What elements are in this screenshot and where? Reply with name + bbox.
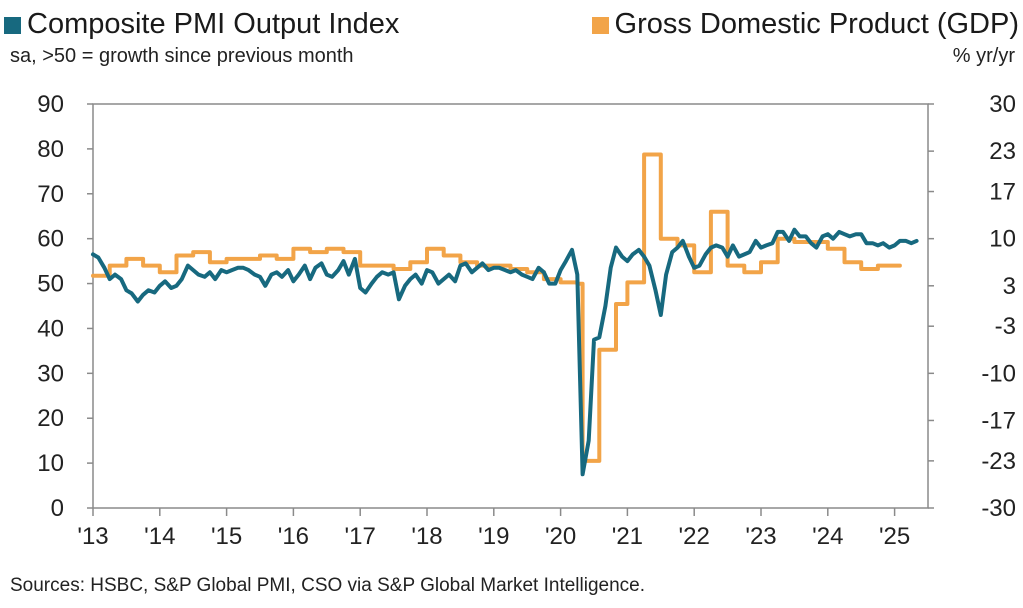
x-tick-label: '24: [812, 523, 843, 550]
left-tick-label: 0: [51, 495, 64, 522]
legend-swatch-pmi: [4, 17, 21, 34]
x-tick-label: '16: [278, 523, 309, 550]
x-tick-label: '22: [679, 523, 710, 550]
left-tick-label: 80: [37, 136, 64, 163]
right-tick-label: 17: [989, 179, 1016, 206]
left-tick-label: 30: [37, 360, 64, 387]
legend-item-pmi: Composite PMI Output Index: [4, 8, 399, 41]
gdp-series-line: [91, 152, 902, 463]
legend-label-gdp: Gross Domestic Product (GDP): [614, 8, 1019, 40]
source-note: Sources: HSBC, S&P Global PMI, CSO via S…: [10, 575, 646, 596]
left-axis: 0 10 20 30 40 50 60 70 80 90: [37, 91, 93, 522]
right-tick-label: -17: [981, 407, 1016, 434]
right-axis-unit: % yr/yr: [952, 45, 1015, 67]
legend-swatch-gdp: [591, 17, 609, 34]
legend-item-gdp: Gross Domestic Product (GDP): [591, 8, 1019, 41]
x-tick-label: '19: [478, 523, 509, 550]
left-tick-label: 70: [37, 181, 64, 208]
x-tick-label: '21: [612, 523, 643, 550]
x-axis: '13 '14 '15 '16 '17 '18 '19 '20 '21 '22 '23 '24 '25: [77, 508, 910, 550]
right-tick-label: 30: [989, 91, 1016, 118]
x-tick-label: '23: [745, 523, 776, 550]
left-tick-label: 90: [37, 91, 64, 118]
right-tick-label: -23: [981, 448, 1016, 475]
right-axis: 30 23 17 10 3 -3 -10 -17 -23 -30: [928, 91, 1016, 522]
right-tick-label: 23: [989, 138, 1016, 165]
series-layer: [91, 152, 919, 477]
x-tick-label: '25: [879, 523, 910, 550]
x-tick-label: '15: [211, 523, 242, 550]
right-tick-label: -3: [995, 313, 1016, 340]
legend: Composite PMI Output Index Gross Domesti…: [4, 8, 1019, 44]
x-tick-label: '20: [545, 523, 576, 550]
x-tick-label: '13: [77, 523, 108, 550]
right-tick-label: 10: [989, 226, 1016, 253]
right-tick-label: -30: [981, 495, 1016, 522]
x-tick-label: '17: [345, 523, 376, 550]
left-tick-label: 20: [37, 405, 64, 432]
right-tick-label: -10: [981, 360, 1016, 387]
right-tick-label: 3: [1003, 273, 1016, 300]
left-tick-label: 10: [37, 450, 64, 477]
plot-frame: [92, 103, 929, 509]
x-tick-label: '18: [411, 523, 442, 550]
legend-label-pmi: Composite PMI Output Index: [27, 8, 400, 40]
x-tick-label: '14: [144, 523, 175, 550]
left-tick-label: 50: [37, 271, 64, 298]
left-tick-label: 60: [37, 226, 64, 253]
chart-subtitle: sa, >50 = growth since previous month: [10, 45, 354, 67]
left-tick-label: 40: [37, 315, 64, 342]
